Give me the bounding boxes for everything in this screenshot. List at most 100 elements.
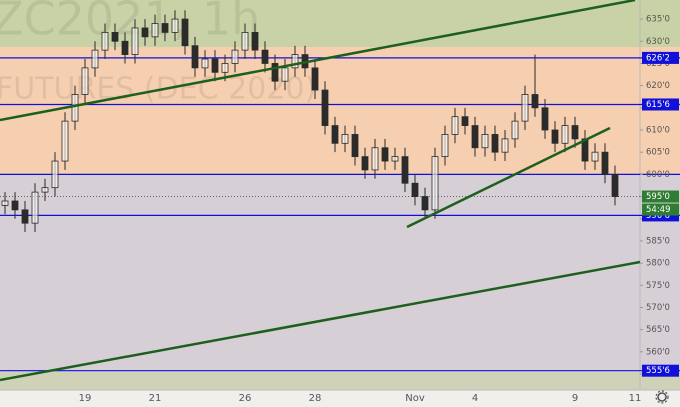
candle-body [101,31,109,51]
countdown: 54:49 [646,205,671,215]
y-tick-label: 585'0 [646,236,670,246]
level-label-box [642,51,679,64]
trend-line [0,0,636,122]
candle-body [551,129,559,144]
candle-body [491,134,499,153]
candle-body [231,49,239,64]
candle-body [291,54,299,69]
candle-body [221,63,229,73]
candle-body [511,120,519,140]
candle-body [121,40,129,55]
candle-body [151,23,159,38]
candle-body [531,94,539,109]
candle-body [461,116,469,126]
x-axis-bg [0,390,680,407]
candle-body [261,49,269,64]
candle-body [131,27,139,55]
candle-body [451,116,459,135]
candle-body [51,160,59,189]
level-label: 626'2 [646,53,670,63]
x-tick-label: Nov [405,393,425,404]
candle-body [31,191,39,224]
level-label: 555'6 [646,366,670,376]
candle-body [471,125,479,149]
candle-body [91,49,99,69]
candle-body [1,200,9,206]
plot [0,10,680,372]
candle-body [401,156,409,184]
level-label: 590'6 [646,211,670,221]
candle-body [431,156,439,211]
zone-lower [0,174,680,372]
candle-body [381,147,389,162]
last-price-label: 595'0 [646,192,670,202]
x-tick-label: 9 [572,393,578,404]
candle-body [211,58,219,73]
y-tick-label: 600'0 [646,170,670,180]
candle-body [521,94,529,122]
level-label-box [642,364,679,377]
x-tick-label: 28 [309,393,322,404]
x-tick-label: 19 [79,393,92,404]
candle-body [541,107,549,131]
candle-body [321,89,329,126]
y-tick-label: 560'0 [646,347,670,357]
candle-body [41,187,49,193]
y-tick-label: 635'0 [646,15,670,25]
x-tick-label: 11 [629,393,642,404]
zone-bottom [0,372,680,390]
candle-body [611,173,619,197]
candle-body [351,134,359,158]
candle-body [571,125,579,140]
candle-body [411,182,419,197]
candle-body [81,67,89,95]
settings-icon[interactable] [655,390,669,404]
candle-body [241,31,249,51]
y-tick-label: 575'0 [646,281,670,291]
x-tick-label: 21 [149,393,162,404]
candle-body [361,156,369,171]
candle-body [561,125,569,144]
y-tick-label: 605'0 [646,148,670,158]
candle-body [281,67,289,82]
y-tick-label: 630'0 [646,37,670,47]
y-tick-label: 610'0 [646,126,670,136]
candle-body [311,67,319,91]
last-price-box [642,190,679,203]
candle-body [71,94,79,122]
candle-body [141,27,149,38]
trend-line [0,260,641,382]
level-label-box [642,98,679,111]
candle-body [331,125,339,144]
candle-body [201,58,209,69]
y-tick-label: 580'0 [646,259,670,269]
candle-body [251,31,259,51]
candle-body [501,138,509,153]
x-tick-label: 4 [472,393,478,404]
level-label: 615'6 [646,100,670,110]
watermark: ZC2021, 1h [0,0,260,46]
y-tick-label: 565'0 [646,325,670,335]
candle-body [421,196,429,211]
candle-body [481,134,489,149]
candle-body [111,31,119,42]
y-tick-label: 625'0 [646,59,670,69]
y-tick-label: 570'0 [646,303,670,313]
axis: 555'0560'0565'0570'0575'0580'0585'0590'0… [79,15,679,404]
candle-body [371,147,379,171]
candle-body [601,151,609,175]
candle-body [161,23,169,33]
x-tick-label: 26 [239,393,252,404]
candle-body [61,120,69,162]
candle-body [341,134,349,144]
candle-body [271,63,279,82]
countdown-box [642,203,679,216]
candle-body [191,45,199,69]
trend-line [406,126,611,229]
candle-body [441,134,449,158]
y-tick-label: 620'0 [646,81,670,91]
candle-body [391,156,399,162]
candle-body [181,18,189,47]
candle-body [11,200,19,211]
